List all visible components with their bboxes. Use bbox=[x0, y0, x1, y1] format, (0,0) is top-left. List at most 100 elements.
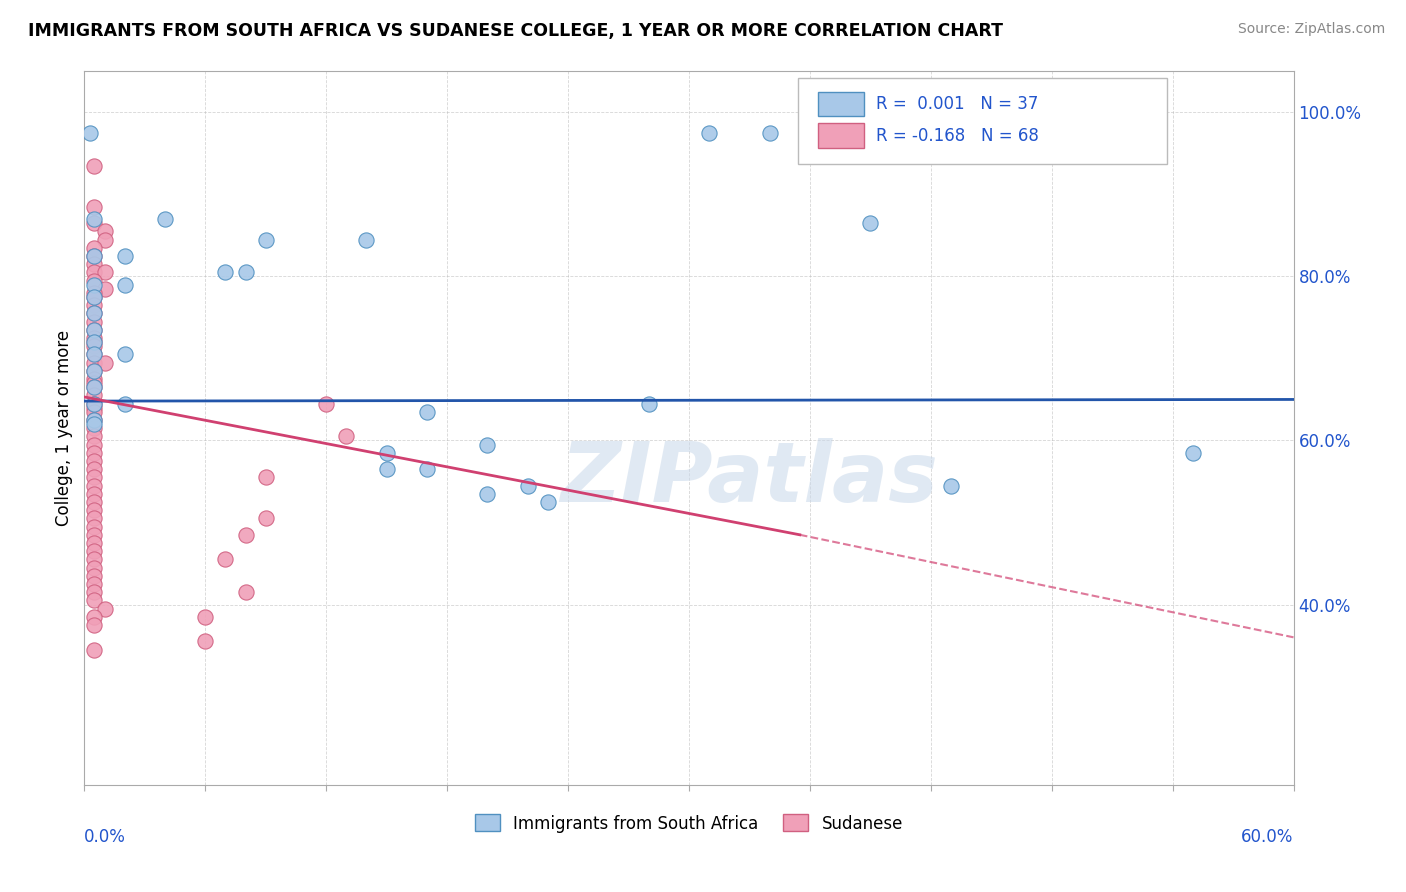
Point bbox=[83, 585, 105, 599]
Point bbox=[83, 331, 105, 345]
Point bbox=[83, 642, 105, 657]
Point bbox=[356, 233, 378, 247]
Point bbox=[153, 212, 176, 227]
Point bbox=[83, 380, 105, 394]
Point bbox=[375, 446, 398, 460]
Point bbox=[83, 618, 105, 632]
Text: 60.0%: 60.0% bbox=[1241, 828, 1294, 846]
Point bbox=[83, 511, 105, 525]
Point bbox=[83, 273, 105, 287]
Point bbox=[83, 314, 105, 328]
Point bbox=[83, 298, 105, 312]
Point bbox=[758, 126, 780, 140]
Point bbox=[254, 470, 277, 484]
Point bbox=[83, 277, 105, 292]
Text: R = -0.168   N = 68: R = -0.168 N = 68 bbox=[876, 127, 1039, 145]
Point bbox=[83, 290, 105, 304]
Text: Source: ZipAtlas.com: Source: ZipAtlas.com bbox=[1237, 22, 1385, 37]
Point bbox=[83, 495, 105, 509]
Point bbox=[83, 380, 105, 394]
Point bbox=[83, 339, 105, 353]
Point bbox=[83, 241, 105, 255]
Point bbox=[83, 388, 105, 402]
Point bbox=[83, 249, 105, 263]
Point bbox=[83, 413, 105, 427]
Point bbox=[93, 233, 115, 247]
Point bbox=[83, 364, 105, 378]
Point bbox=[83, 519, 105, 533]
Point bbox=[93, 224, 115, 238]
Point bbox=[83, 417, 105, 431]
Point bbox=[83, 429, 105, 443]
Point bbox=[83, 347, 105, 361]
Point bbox=[83, 306, 105, 320]
Point bbox=[83, 536, 105, 550]
Point bbox=[315, 396, 337, 410]
Point bbox=[83, 462, 105, 476]
Point bbox=[93, 355, 115, 369]
Point bbox=[235, 265, 257, 279]
Point bbox=[477, 437, 499, 451]
Point bbox=[375, 462, 398, 476]
Point bbox=[254, 511, 277, 525]
Point bbox=[83, 372, 105, 386]
Point bbox=[93, 601, 115, 615]
FancyBboxPatch shape bbox=[818, 92, 865, 116]
Point bbox=[83, 216, 105, 230]
Point bbox=[114, 347, 136, 361]
Point bbox=[83, 347, 105, 361]
Point bbox=[83, 323, 105, 337]
Point bbox=[194, 609, 217, 624]
Point bbox=[477, 487, 499, 501]
Point bbox=[83, 470, 105, 484]
Point bbox=[83, 577, 105, 591]
Point bbox=[83, 609, 105, 624]
Point bbox=[83, 437, 105, 451]
FancyBboxPatch shape bbox=[818, 123, 865, 148]
Point bbox=[83, 528, 105, 542]
Point bbox=[214, 552, 236, 566]
Point bbox=[83, 290, 105, 304]
Point bbox=[83, 421, 105, 435]
Point bbox=[416, 405, 439, 419]
Y-axis label: College, 1 year or more: College, 1 year or more bbox=[55, 330, 73, 526]
Legend: Immigrants from South Africa, Sudanese: Immigrants from South Africa, Sudanese bbox=[467, 806, 911, 841]
Text: 0.0%: 0.0% bbox=[84, 828, 127, 846]
Point bbox=[83, 569, 105, 583]
Point bbox=[637, 396, 659, 410]
Point bbox=[214, 265, 236, 279]
Point bbox=[114, 396, 136, 410]
Point bbox=[83, 401, 105, 415]
Point bbox=[235, 585, 257, 599]
Point bbox=[235, 528, 257, 542]
Text: R =  0.001   N = 37: R = 0.001 N = 37 bbox=[876, 95, 1039, 113]
Point bbox=[83, 454, 105, 468]
Point bbox=[83, 257, 105, 271]
Point bbox=[83, 487, 105, 501]
Point bbox=[83, 265, 105, 279]
FancyBboxPatch shape bbox=[797, 78, 1167, 164]
Point bbox=[83, 446, 105, 460]
Point bbox=[114, 277, 136, 292]
Point bbox=[83, 355, 105, 369]
Point bbox=[83, 306, 105, 320]
Point bbox=[83, 200, 105, 214]
Point bbox=[93, 282, 115, 296]
Point bbox=[83, 364, 105, 378]
Point bbox=[859, 216, 882, 230]
Point bbox=[83, 593, 105, 607]
Point bbox=[83, 159, 105, 173]
Point bbox=[83, 249, 105, 263]
Point bbox=[83, 396, 105, 410]
Point bbox=[516, 478, 538, 492]
Point bbox=[83, 478, 105, 492]
Point bbox=[254, 233, 277, 247]
Point bbox=[1181, 446, 1204, 460]
Point bbox=[93, 265, 115, 279]
Point bbox=[416, 462, 439, 476]
Point bbox=[83, 405, 105, 419]
Point bbox=[83, 396, 105, 410]
Point bbox=[939, 478, 962, 492]
Text: ZIPatlas: ZIPatlas bbox=[561, 438, 938, 518]
Point bbox=[83, 413, 105, 427]
